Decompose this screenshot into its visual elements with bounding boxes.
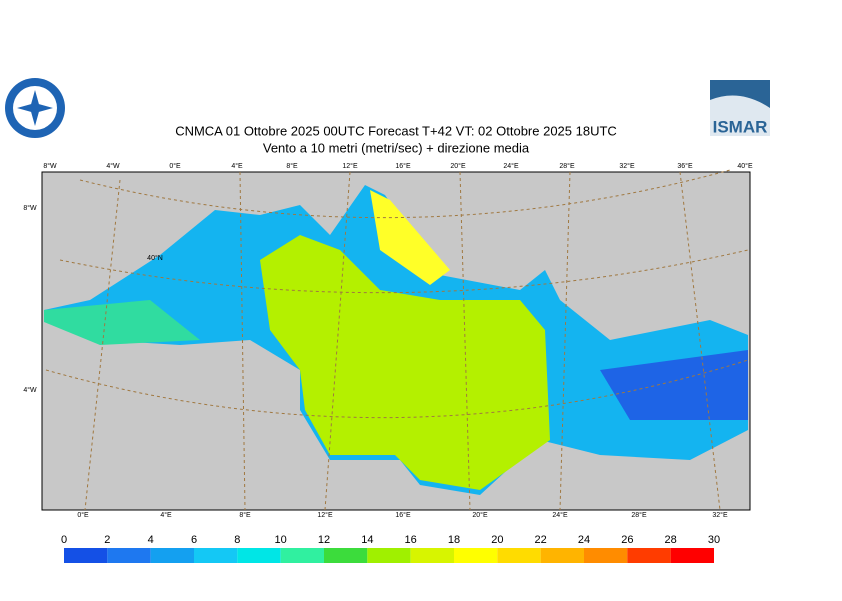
lon-label: 20°E bbox=[472, 511, 488, 519]
colorbar-tick: 14 bbox=[361, 534, 373, 546]
colorbar-tick: 2 bbox=[104, 534, 110, 546]
lon-label: 12°E bbox=[317, 511, 333, 519]
lon-label: 28°E bbox=[559, 162, 575, 170]
lon-label: 36°E bbox=[677, 162, 693, 170]
color-swatch bbox=[324, 548, 368, 563]
lat-label: 8°W bbox=[23, 204, 37, 212]
lon-label: 0°E bbox=[77, 511, 89, 519]
colorbar-tick: 30 bbox=[708, 534, 720, 546]
colorbar-tick: 26 bbox=[621, 534, 633, 546]
lon-label: 4°W bbox=[106, 162, 120, 170]
color-swatch bbox=[454, 548, 498, 563]
colorbar-tick: 24 bbox=[578, 534, 590, 546]
color-swatch bbox=[280, 548, 324, 563]
color-swatch bbox=[367, 548, 411, 563]
color-swatch bbox=[150, 548, 194, 563]
colorbar-tick: 20 bbox=[491, 534, 503, 546]
color-swatch bbox=[584, 548, 628, 563]
lon-label: 32°E bbox=[619, 162, 635, 170]
logo-text: ISMAR bbox=[713, 117, 768, 136]
color-swatch bbox=[410, 548, 454, 563]
lon-label: 16°E bbox=[395, 162, 411, 170]
lon-label: 40°E bbox=[737, 162, 753, 170]
colorbar-tick: 4 bbox=[148, 534, 154, 546]
color-swatch bbox=[237, 548, 281, 563]
lon-label: 4°E bbox=[160, 511, 172, 519]
colorbar-tick: 10 bbox=[275, 534, 287, 546]
lon-label: 4°E bbox=[231, 162, 243, 170]
lon-label: 24°E bbox=[552, 511, 568, 519]
lon-label: 12°E bbox=[342, 162, 358, 170]
color-swatch bbox=[540, 548, 584, 563]
colorbar-tick: 0 bbox=[61, 534, 67, 546]
color-swatch bbox=[64, 548, 108, 563]
colorbar-tick: 22 bbox=[535, 534, 547, 546]
color-swatch bbox=[670, 548, 714, 563]
colorbar-tick: 28 bbox=[665, 534, 677, 546]
color-swatch bbox=[107, 548, 151, 563]
map bbox=[41, 169, 751, 511]
logo-left bbox=[5, 78, 65, 138]
colorbar-tick: 16 bbox=[405, 534, 417, 546]
lon-label: 32°E bbox=[712, 511, 728, 519]
title: CNMCA 01 Ottobre 2025 00UTC Forecast T+4… bbox=[175, 123, 617, 138]
lon-label: 16°E bbox=[395, 511, 411, 519]
lat-label: 40°N bbox=[147, 254, 163, 262]
lon-label: 0°E bbox=[169, 162, 181, 170]
color-swatch bbox=[627, 548, 671, 563]
color-swatch bbox=[497, 548, 541, 563]
lon-label: 8°W bbox=[43, 162, 57, 170]
lon-label: 28°E bbox=[631, 511, 647, 519]
lon-label: 20°E bbox=[450, 162, 466, 170]
colorbar-tick: 6 bbox=[191, 534, 197, 546]
logo-right: ISMAR bbox=[710, 80, 770, 136]
colorbar-tick: 18 bbox=[448, 534, 460, 546]
color-swatch bbox=[194, 548, 238, 563]
lon-label: 8°E bbox=[286, 162, 298, 170]
lat-label: 4°W bbox=[23, 386, 37, 394]
colorbar-tick: 12 bbox=[318, 534, 330, 546]
subtitle: Vento a 10 metri (metri/sec) + direzione… bbox=[263, 140, 530, 155]
colorbar-tick: 8 bbox=[234, 534, 240, 546]
lon-label: 8°E bbox=[239, 511, 251, 519]
lon-label: 24°E bbox=[503, 162, 519, 170]
